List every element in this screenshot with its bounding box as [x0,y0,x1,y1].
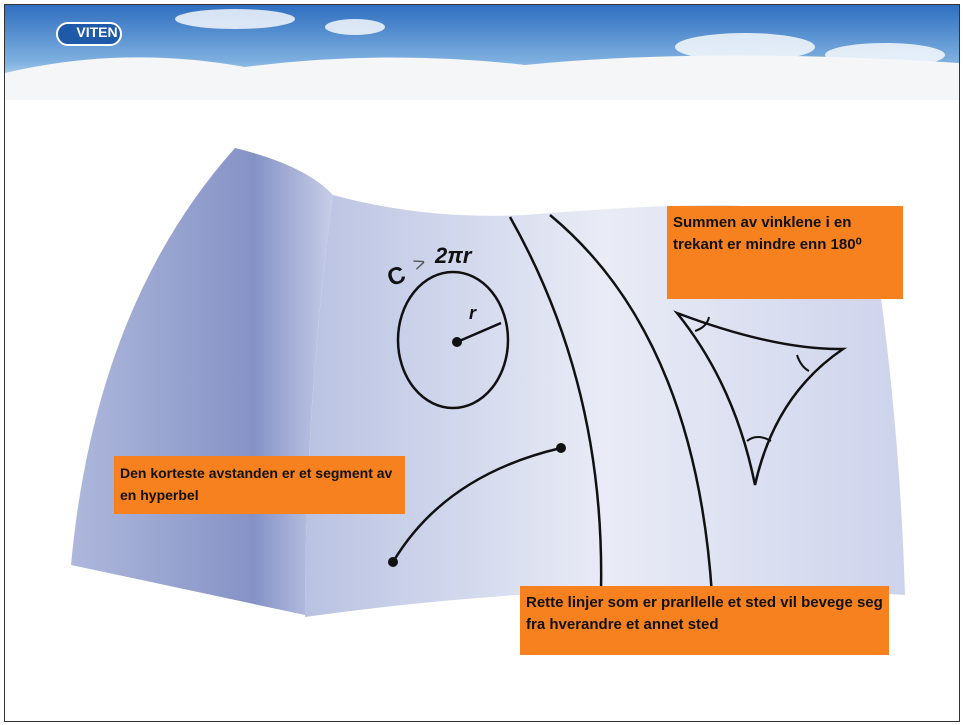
grass [5,55,959,100]
surface [305,195,905,617]
endpoint [388,557,398,567]
logo: VITEN [76,24,118,40]
circle [396,270,510,410]
parallel-line [508,216,603,591]
triangle [673,310,848,486]
note-box: Den korteste avstanden er et segment av … [114,456,405,514]
radius-label: r [469,303,477,323]
parallel-line [549,214,714,596]
logo-badge [56,22,122,46]
circumference-label: 2πr [435,243,472,268]
slide: VITEN C > 2πr r Summen av vinklene i en … [4,4,960,722]
left-flap [71,148,333,615]
geodesic [391,446,562,563]
note-box: Summen av vinklene i en trekant er mindr… [667,206,903,299]
note-box: Rette linjer som er prarllelle et sted v… [520,586,889,655]
angle-arcs [694,316,810,442]
endpoint [556,443,566,453]
clouds [175,9,945,67]
radius [456,321,502,344]
